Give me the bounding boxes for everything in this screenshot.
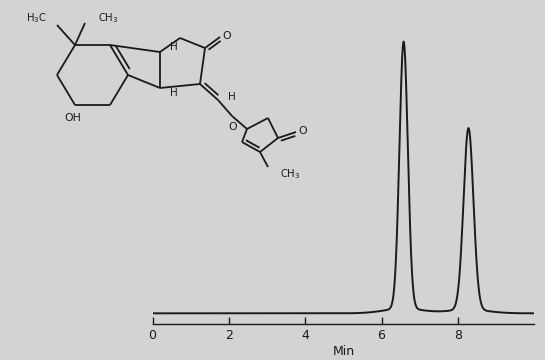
Text: CH$_3$: CH$_3$ [280,167,300,181]
Text: CH$_3$: CH$_3$ [98,11,118,25]
Text: O: O [299,126,307,136]
Text: H: H [228,92,236,102]
Text: O: O [223,31,231,41]
Text: H$_3$C: H$_3$C [26,11,47,25]
Text: O: O [229,122,237,132]
Text: H: H [170,88,178,98]
Text: H: H [170,42,178,52]
X-axis label: Min: Min [332,345,354,357]
Text: OH: OH [64,113,81,123]
